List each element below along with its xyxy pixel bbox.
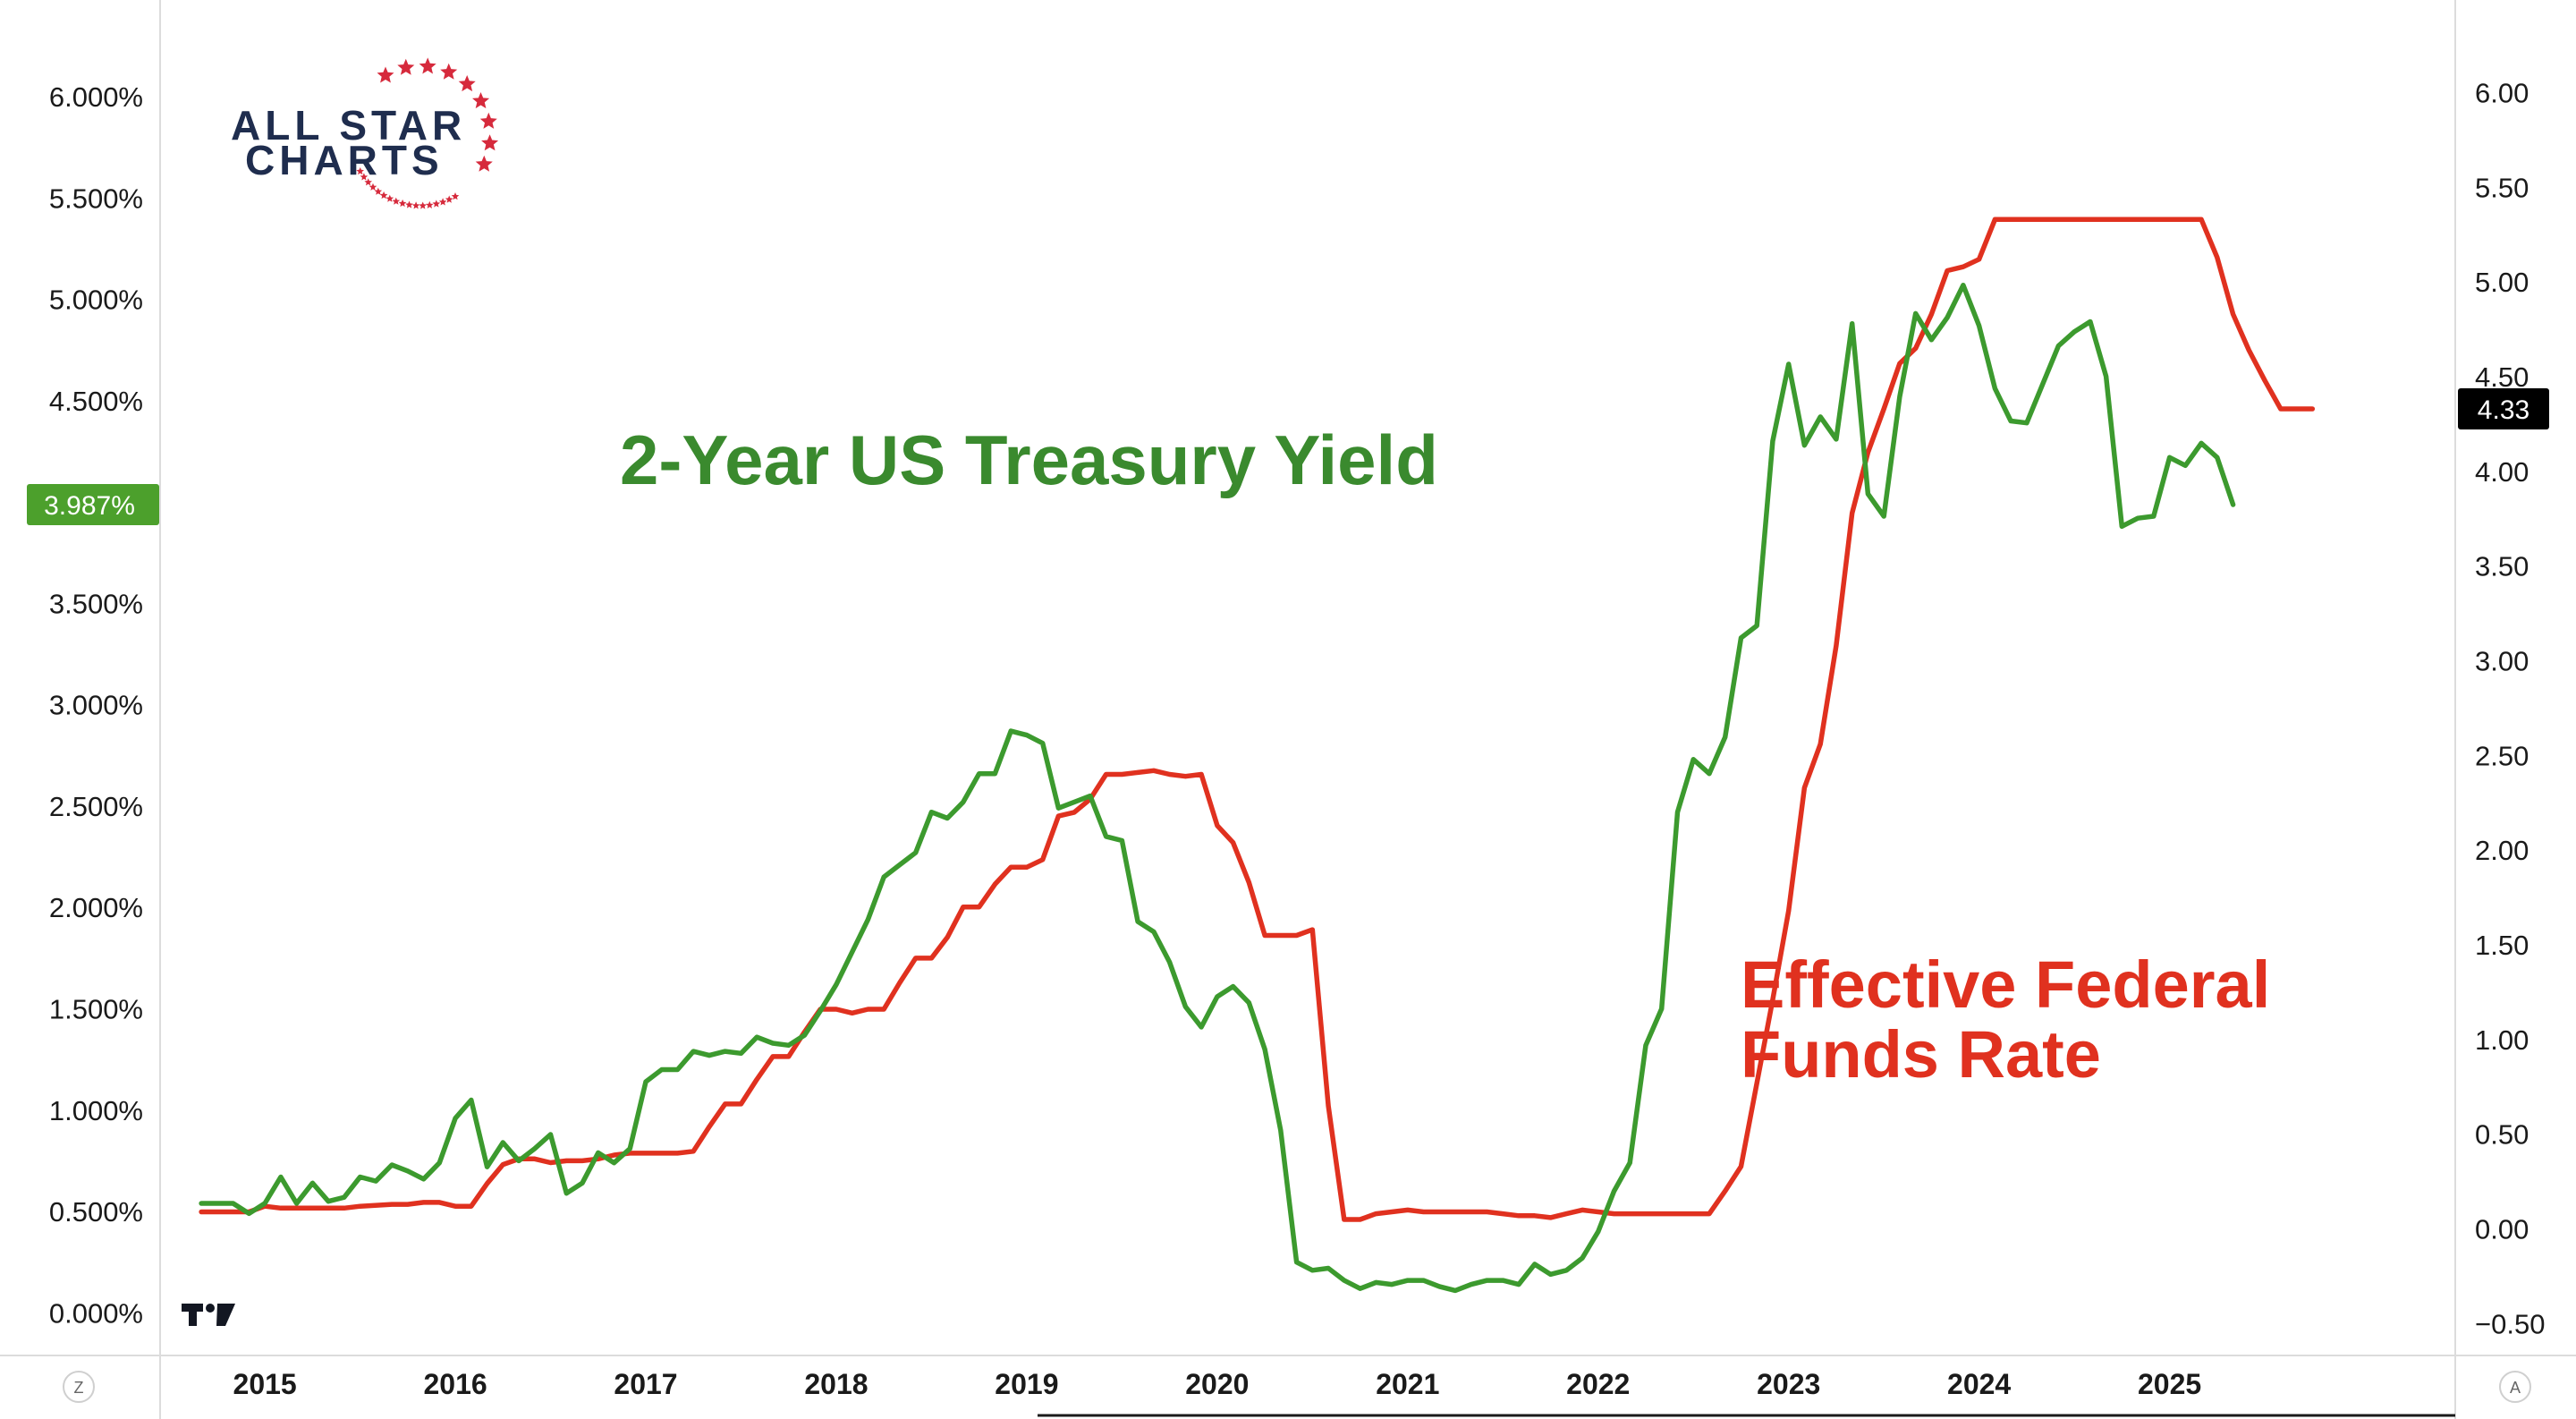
logo-line1: ALL STAR [231, 102, 466, 149]
right-axis-tick-label: 2.50 [2475, 740, 2529, 771]
left-axis-tick-label: 5.000% [49, 285, 143, 316]
left-axis-tick-label: 3.500% [49, 588, 143, 619]
x-axis-tick-label: 2023 [1757, 1368, 1820, 1400]
logo-small-star-icon [432, 200, 441, 208]
right-axis-tick-label: −0.50 [2475, 1308, 2545, 1339]
right-axis-tick-label: 3.00 [2475, 646, 2529, 677]
logo-small-star-icon [419, 201, 427, 209]
logo-star-icon [475, 155, 493, 172]
left-axis-ticks: 6.000%5.500%5.000%4.500%4.000%3.500%3.00… [49, 81, 143, 1329]
right-axis-tick-label: 6.00 [2475, 78, 2529, 109]
logo-small-star-icon [411, 201, 420, 209]
x-axis-tick-label: 2016 [423, 1368, 487, 1400]
right-price-badge-label: 4.33 [2478, 395, 2529, 425]
left-axis-tick-label: 0.000% [49, 1297, 143, 1329]
logo-star-icon [397, 58, 415, 75]
right-axis-tick-label: 5.50 [2475, 172, 2529, 203]
logo-star-icon [419, 57, 436, 74]
fed-annotation-line1: Effective Federal [1741, 947, 2270, 1022]
logo-small-star-icon [360, 173, 369, 181]
right-price-badge: 4.33 [2458, 388, 2549, 430]
right-axis-tick-label: 1.00 [2475, 1024, 2529, 1056]
fed-funds-rate-line [199, 217, 2316, 1222]
logo-small-star-icon [445, 195, 453, 203]
left-axis-tick-label: 4.500% [49, 386, 143, 417]
zoom-corner-button[interactable]: Z [63, 1371, 95, 1403]
logo-small-star-icon [374, 187, 383, 195]
left-price-badge-label: 3.987% [44, 491, 135, 521]
right-axis-tick-label: 3.50 [2475, 551, 2529, 582]
right-axis-tick-label: 2.00 [2475, 835, 2529, 866]
logo-small-star-icon [379, 191, 388, 200]
left-axis-tick-label: 2.500% [49, 791, 143, 822]
zoom-corner-label: Z [74, 1379, 84, 1397]
tradingview-logo-icon [182, 1304, 235, 1326]
x-axis-tick-label: 2015 [233, 1368, 297, 1400]
logo-small-star-icon [405, 200, 413, 208]
left-axis-tick-label: 1.000% [49, 1095, 143, 1126]
left-axis-tick-label: 6.000% [49, 81, 143, 113]
logo-small-star-icon [438, 198, 447, 206]
x-axis-tick-label: 2021 [1376, 1368, 1439, 1400]
right-axis-tick-label: 1.50 [2475, 930, 2529, 961]
logo-small-star-icon [356, 167, 364, 175]
logo-star-icon [458, 75, 476, 92]
x-axis-tick-label: 2020 [1185, 1368, 1249, 1400]
logo-star-icon [440, 63, 458, 80]
logo-small-star-icon [386, 194, 394, 202]
fed-annotation-line2: Funds Rate [1741, 1017, 2101, 1092]
right-axis-tick-label: 4.00 [2475, 456, 2529, 488]
left-axis-tick-label: 5.500% [49, 183, 143, 214]
logo-small-star-icon [392, 197, 401, 205]
logo-line2: CHARTS [245, 137, 444, 183]
logo-star-icon [472, 92, 490, 109]
logo-small-star-icon [364, 178, 372, 186]
left-price-badge: 3.987% [27, 484, 159, 526]
left-axis-tick-label: 2.000% [49, 892, 143, 923]
x-axis-tick-label: 2025 [2138, 1368, 2201, 1400]
x-axis-tick-label: 2019 [995, 1368, 1058, 1400]
logo-small-star-icon [426, 200, 434, 208]
x-axis-tick-label: 2018 [804, 1368, 868, 1400]
left-axis-tick-label: 1.500% [49, 994, 143, 1025]
x-axis-ticks: 2015 2016 2017 2018 2019 2020 2021 2022 2023 2024… [233, 1368, 2202, 1400]
logo-star-ring [356, 57, 499, 209]
right-axis-tick-label: 5.00 [2475, 267, 2529, 298]
right-axis-tick-label: 4.50 [2475, 361, 2529, 393]
right-axis-tick-label: 0.50 [2475, 1119, 2529, 1151]
logo-small-star-icon [369, 183, 377, 191]
logo-star-icon [377, 66, 394, 83]
x-axis-tick-label: 2022 [1566, 1368, 1630, 1400]
x-axis-tick-label: 2017 [614, 1368, 677, 1400]
right-axis-ticks: 6.00 5.50 5.00 4.50 4.00 3.50 3.00 2.50 2.00 1.50… [2475, 78, 2545, 1340]
logo-star-icon [479, 112, 497, 129]
logo-star-icon [481, 134, 499, 151]
treasury-annotation: 2-Year US Treasury Yield [620, 421, 1438, 499]
left-axis-tick-label: 0.500% [49, 1196, 143, 1228]
left-axis-tick-label: 3.000% [49, 690, 143, 721]
logo-small-star-icon [451, 192, 460, 200]
x-axis-tick-label: 2024 [1947, 1368, 2011, 1400]
right-axis-tick-label: 0.00 [2475, 1214, 2529, 1245]
auto-scale-corner-button[interactable]: A [2499, 1371, 2531, 1403]
treasury-yield-line [199, 282, 2236, 1294]
logo-small-star-icon [398, 199, 407, 208]
all-star-charts-logo: ALL STAR CHARTS [231, 57, 499, 209]
auto-scale-corner-label: A [2510, 1379, 2521, 1397]
